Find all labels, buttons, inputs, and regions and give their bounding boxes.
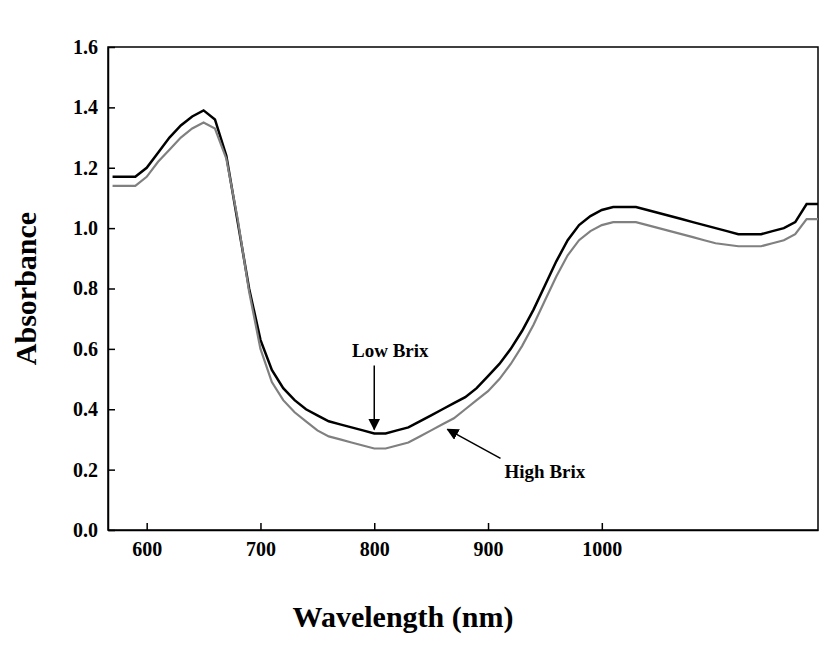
y-tick: 0.6 [73, 338, 115, 360]
y-tick-mark [108, 530, 115, 532]
annotation-label: Low Brix [352, 340, 429, 361]
x-tick: 600 [132, 523, 162, 560]
y-tick-mark [108, 168, 115, 170]
x-axis: 600 700 800 900 1000 [109, 523, 819, 560]
x-tick-mark [374, 523, 376, 530]
annotation-label: High Brix [505, 461, 586, 482]
y-tick-label: 1.6 [73, 36, 98, 58]
annotation-arrow [448, 429, 501, 458]
y-tick-mark [108, 107, 115, 109]
y-tick-mark [108, 409, 115, 411]
y-tick: 0.4 [73, 398, 115, 420]
y-tick-label: 0.6 [73, 338, 98, 360]
y-tick-mark [108, 349, 115, 351]
y-tick: 1.4 [73, 96, 115, 118]
y-tick: 1.6 [73, 36, 115, 58]
x-axis-title: Wavelength (nm) [293, 600, 514, 634]
x-tick: 700 [246, 523, 276, 560]
y-tick-label: 0.4 [73, 398, 98, 420]
x-axis-line [109, 530, 819, 532]
annotation-arrow [374, 365, 376, 429]
x-tick-mark [602, 523, 604, 530]
x-tick: 1000 [582, 523, 622, 560]
y-tick: 0.8 [73, 277, 115, 299]
x-tick: 900 [474, 523, 504, 560]
chart: 600 700 800 900 1000 0.0 0.2 0.4 0.6 0.8 1.0 1.2 1.4… [0, 0, 825, 647]
y-tick-label: 0.2 [73, 459, 98, 481]
x-tick-label: 800 [360, 538, 390, 560]
y-tick-label: 1.4 [73, 96, 98, 118]
x-tick-label: 700 [246, 538, 276, 560]
x-tick-mark [146, 523, 148, 530]
y-axis-title: Absorbance [9, 212, 42, 365]
y-tick: 0.0 [73, 519, 115, 541]
y-tick-mark [108, 288, 115, 290]
lines [113, 110, 818, 448]
y-tick-label: 1.2 [73, 157, 98, 179]
y-tick-mark [108, 228, 115, 230]
y-tick-label: 0.8 [73, 277, 98, 299]
annotations: Low Brix High Brix [352, 340, 586, 482]
x-tick-label: 600 [132, 538, 162, 560]
y-tick-mark [108, 47, 115, 49]
x-tick-label: 900 [474, 538, 504, 560]
series-line [113, 110, 818, 433]
series-line [113, 122, 818, 448]
y-tick-label: 0.0 [73, 519, 98, 541]
x-tick-mark [260, 523, 262, 530]
y-axis: 0.0 0.2 0.4 0.6 0.8 1.0 1.2 1.4 1.6 [73, 36, 115, 541]
x-tick-label: 1000 [582, 538, 622, 560]
y-tick: 0.2 [73, 459, 115, 481]
y-tick: 1.0 [73, 217, 115, 239]
y-tick: 1.2 [73, 157, 115, 179]
x-tick-mark [488, 523, 490, 530]
x-tick: 800 [360, 523, 390, 560]
plot-area: 600 700 800 900 1000 0.0 0.2 0.4 0.6 0.8 1.0 1.2 1.4… [73, 36, 819, 560]
plot-frame [108, 47, 818, 530]
y-tick-label: 1.0 [73, 217, 98, 239]
y-tick-mark [108, 469, 115, 471]
